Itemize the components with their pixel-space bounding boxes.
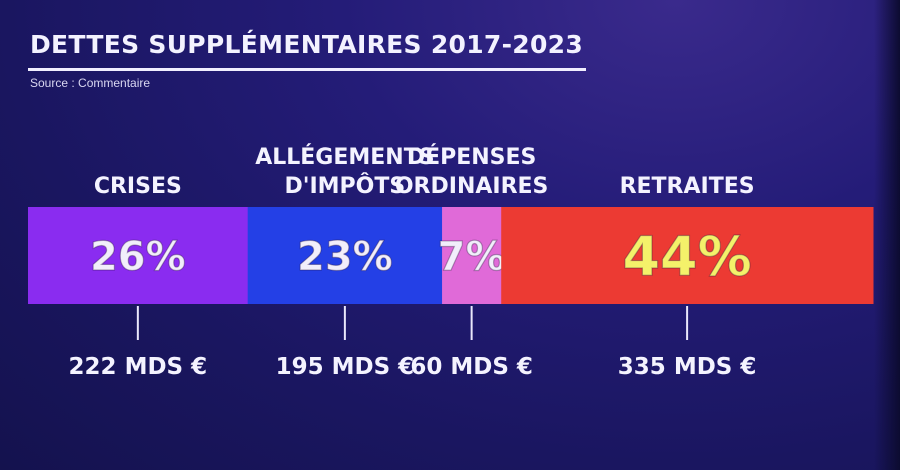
bar-segment-retraites	[501, 207, 874, 304]
category-label-allegements-d-impots: ALLÉGEMENTS D'IMPÔTS	[255, 144, 434, 199]
category-label-crises: CRISES	[94, 174, 182, 199]
amount-label-allegements-d-impots: 195 MDS €	[276, 354, 415, 380]
category-label-depenses-ordinaires: DÉPENSES ORDINAIRES	[395, 144, 549, 199]
percent-label-depenses-ordinaires: 7%	[438, 234, 506, 280]
chart-title: DETTES SUPPLÉMENTAIRES 2017-2023	[30, 30, 584, 59]
source-note: Source : Commentaire	[30, 76, 151, 90]
percent-label-allegements-d-impots: 23%	[297, 234, 393, 280]
amount-label-depenses-ordinaires: 60 MDS €	[410, 354, 533, 380]
title-underline	[28, 68, 586, 71]
percent-label-crises: 26%	[90, 234, 186, 280]
bar-segment-depenses-ordinaires	[442, 207, 502, 304]
bar-segment-allegements-d-impots	[247, 207, 443, 304]
amount-label-retraites: 335 MDS €	[618, 354, 757, 380]
amount-label-crises: 222 MDS €	[69, 354, 208, 380]
category-label-retraites: RETRAITES	[620, 174, 755, 199]
percent-label-retraites: 44%	[622, 225, 751, 288]
screen-edge	[874, 0, 900, 470]
bar-segment-crises	[28, 207, 249, 304]
